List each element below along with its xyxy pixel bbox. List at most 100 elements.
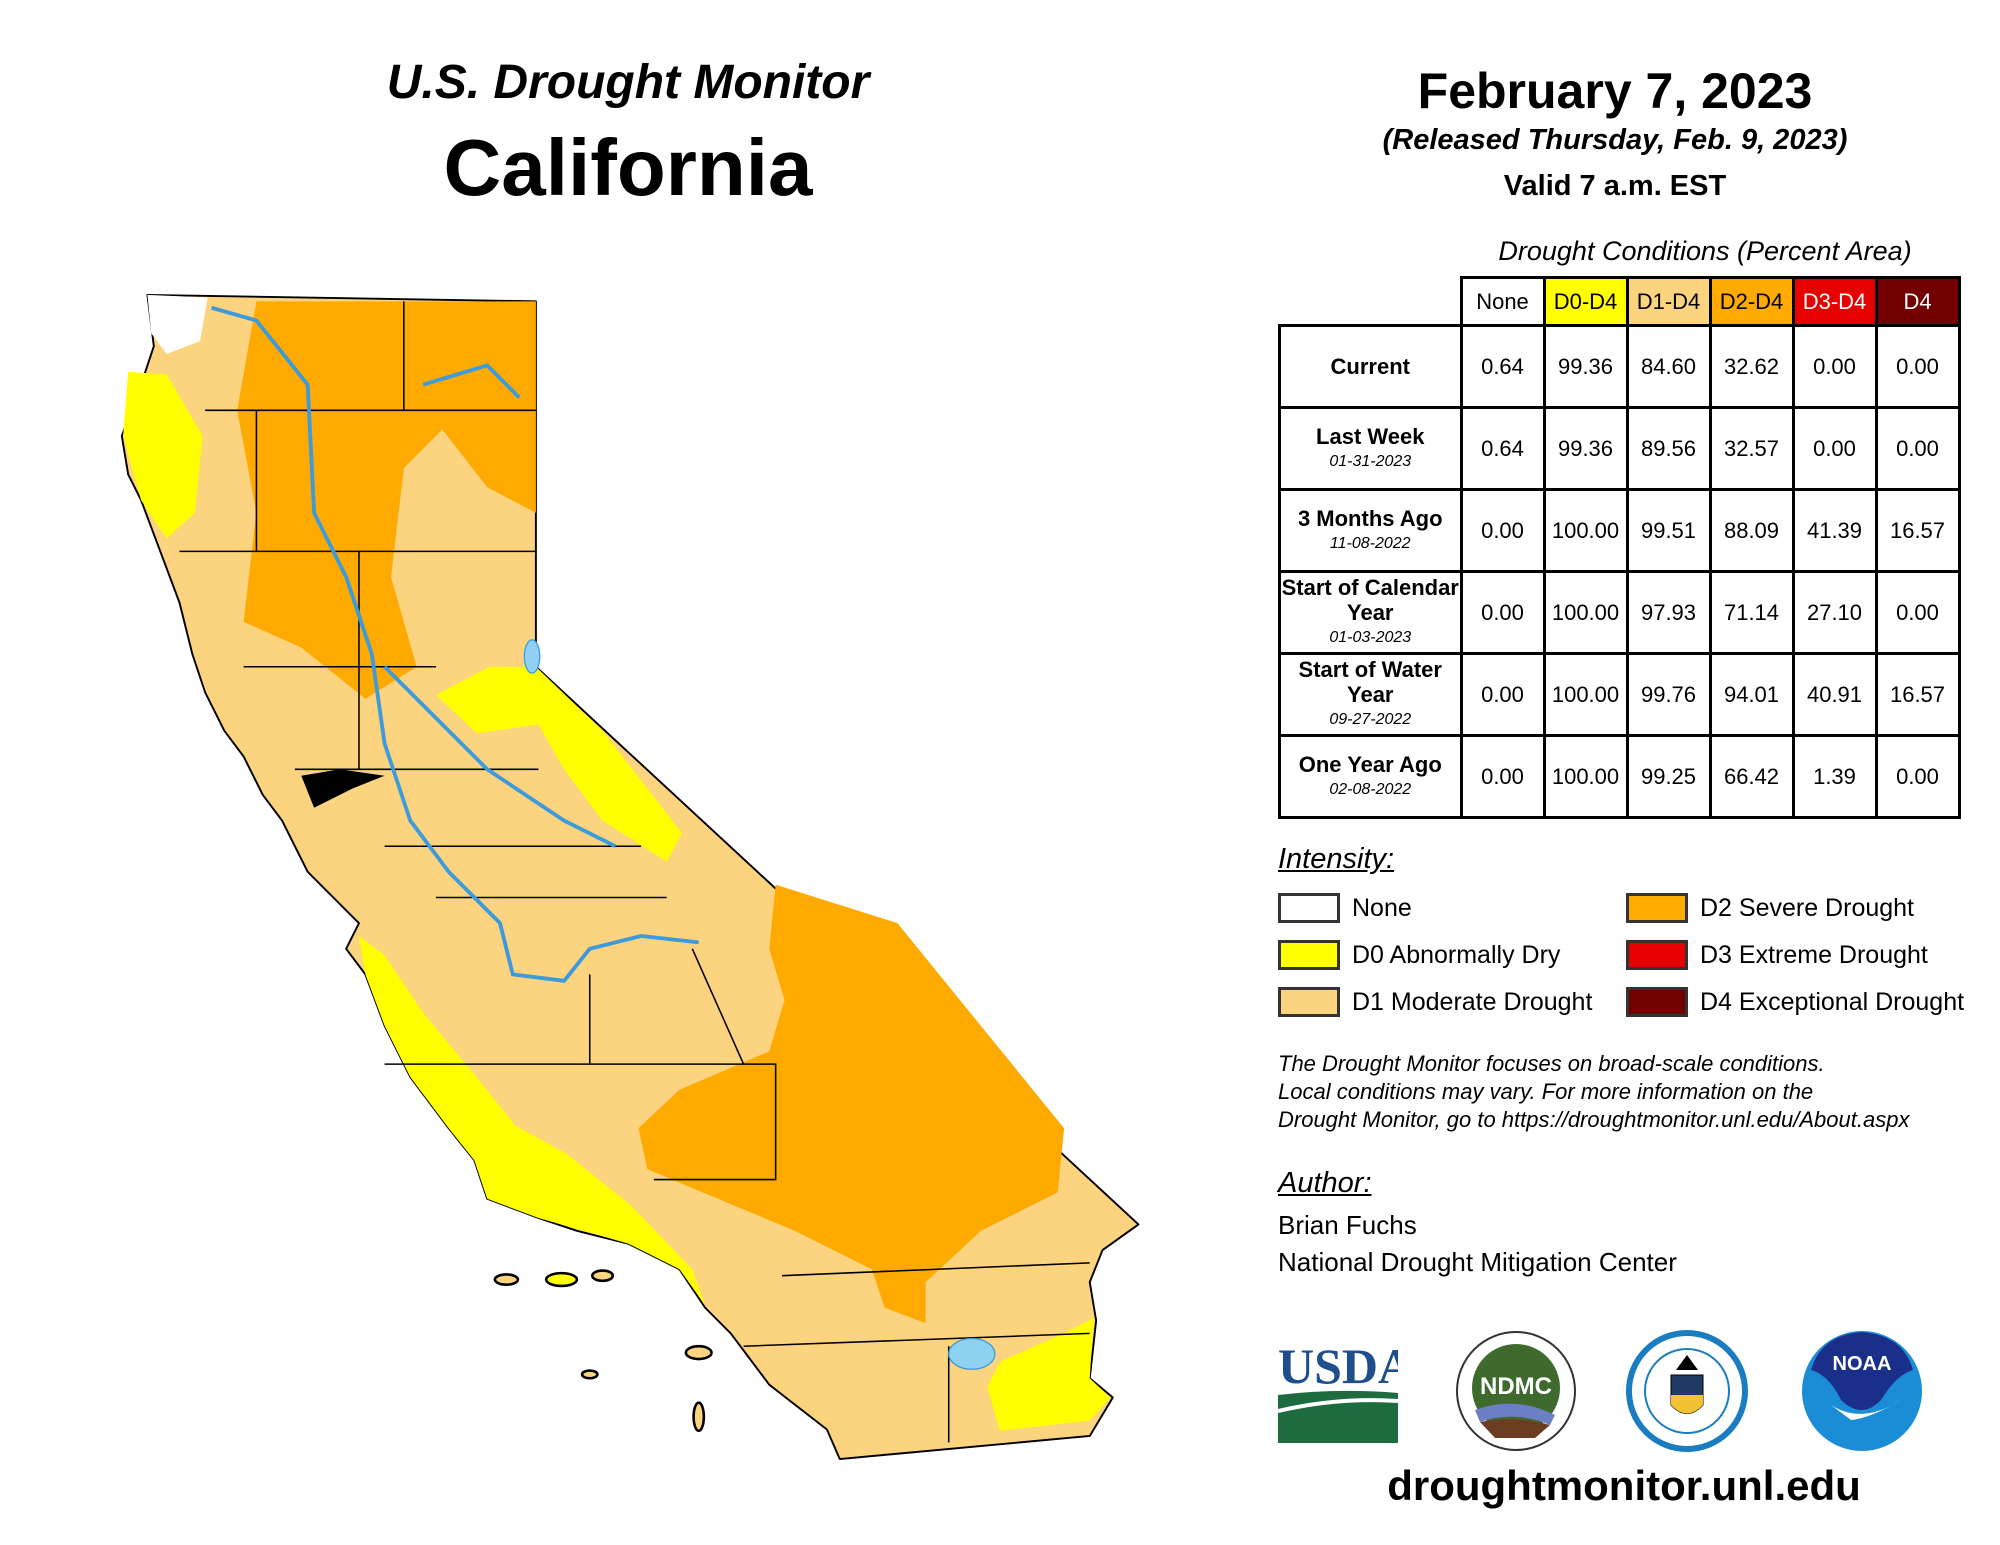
legend-label: None [1352, 893, 1412, 922]
d0-area-north-coast [123, 371, 203, 539]
legend-item: D0 Abnormally Dry [1278, 940, 1560, 970]
drought-conditions-table: None D0-D4 D1-D4 D2-D4 D3-D4 D4 Current 0.64 99… [1278, 276, 1961, 819]
usda-logo: USDA [1278, 1338, 1398, 1443]
table-cell: 0.00 [1874, 734, 1961, 819]
d0-area-central-coast [358, 935, 706, 1306]
legend-swatch [1278, 940, 1340, 970]
table-cell: 16.57 [1874, 488, 1961, 573]
row-label-text: Last Week [1316, 423, 1425, 449]
column-header-none: None [1459, 276, 1546, 327]
row-label: Current [1278, 324, 1463, 409]
column-header-d1-d4: D1-D4 [1625, 276, 1712, 327]
table-row: 3 Months Ago 11-08-2022 0.00 100.00 99.51 88.… [1278, 488, 1961, 573]
legend-label: D0 Abnormally Dry [1352, 940, 1561, 969]
row-label-text: 3 Months Ago [1297, 505, 1443, 531]
table-row: One Year Ago 02-08-2022 0.00 100.00 99.25 66.… [1278, 734, 1961, 819]
table-caption: Drought Conditions (Percent Area) [1498, 236, 1912, 266]
table-cell: 99.36 [1542, 324, 1629, 409]
d2-area-southeast [638, 884, 1065, 1324]
d2-area-north [237, 301, 536, 699]
svg-text:USDA: USDA [1278, 1338, 1398, 1394]
sf-bay [301, 769, 385, 808]
department-of-commerce-seal [1626, 1330, 1748, 1452]
table-cell: 99.51 [1625, 488, 1712, 573]
channel-islands [493, 1269, 713, 1433]
table-cell: 1.39 [1791, 734, 1878, 819]
legend-item: D4 Exceptional Drought [1626, 987, 1964, 1017]
legend-label: D1 Moderate Drought [1352, 987, 1593, 1016]
table-cell: 99.76 [1625, 652, 1712, 737]
row-label-text: One Year Ago [1298, 751, 1442, 777]
table-cell: 41.39 [1791, 488, 1878, 573]
legend-item: D2 Severe Drought [1626, 893, 1914, 923]
row-label: Start of Calendar Year 01-03-2023 [1278, 570, 1463, 655]
map-title: U.S. Drought Monitor [386, 56, 870, 109]
row-label-text: Start of Calendar Year [1281, 575, 1459, 625]
legend-swatch [1278, 893, 1340, 923]
table-cell: 66.42 [1708, 734, 1795, 819]
row-label: Start of Water Year 09-27-2022 [1278, 652, 1463, 737]
table-row: Current 0.64 99.36 84.60 32.62 0.00 0.00 [1278, 324, 1961, 409]
svg-text:NDMC: NDMC [1480, 1373, 1552, 1400]
note-line: The Drought Monitor focuses on broad-sca… [1278, 1051, 1825, 1076]
row-label: One Year Ago 02-08-2022 [1278, 734, 1463, 819]
legend-item: None [1278, 893, 1412, 923]
row-date: 01-31-2023 [1329, 452, 1412, 470]
table-cell: 0.64 [1459, 324, 1546, 409]
author-title: Author: [1278, 1167, 1372, 1199]
legend-swatch [1626, 893, 1688, 923]
table-cell: 0.00 [1791, 324, 1878, 409]
row-label: 3 Months Ago 11-08-2022 [1278, 488, 1463, 573]
table-cell: 0.00 [1459, 488, 1546, 573]
table-cell: 0.00 [1459, 652, 1546, 737]
table-cell: 16.57 [1874, 652, 1961, 737]
table-corner [1279, 277, 1461, 327]
table-cell: 32.57 [1708, 406, 1795, 491]
table-cell: 88.09 [1708, 488, 1795, 573]
table-cell: 0.00 [1874, 406, 1961, 491]
table-cell: 0.00 [1459, 570, 1546, 655]
table-cell: 40.91 [1791, 652, 1878, 737]
legend-swatch [1626, 987, 1688, 1017]
legend-item: D3 Extreme Drought [1626, 940, 1928, 970]
salton-sea [948, 1337, 996, 1370]
column-header-d3-d4: D3-D4 [1791, 276, 1878, 327]
table-cell: 94.01 [1708, 652, 1795, 737]
state-title: California [443, 123, 813, 212]
table-cell: 100.00 [1542, 488, 1629, 573]
website-link[interactable]: droughtmonitor.unl.edu [1387, 1462, 1861, 1509]
valid-time: Valid 7 a.m. EST [1503, 170, 1727, 202]
table-cell: 0.00 [1459, 734, 1546, 819]
column-header-d2-d4: D2-D4 [1708, 276, 1795, 327]
release-date: (Released Thursday, Feb. 9, 2023) [1382, 124, 1848, 156]
table-cell: 100.00 [1542, 652, 1629, 737]
d0-area-southeast [987, 1318, 1111, 1431]
table-cell: 99.25 [1625, 734, 1712, 819]
table-cell: 99.36 [1542, 406, 1629, 491]
legend-swatch [1278, 987, 1340, 1017]
legend-item: D1 Moderate Drought [1278, 987, 1592, 1017]
none-area [147, 294, 208, 354]
table-cell: 84.60 [1625, 324, 1712, 409]
intensity-title: Intensity: [1278, 843, 1395, 875]
legend-label: D4 Exceptional Drought [1700, 987, 1965, 1016]
row-date: 09-27-2022 [1329, 711, 1412, 728]
disclaimer-note: The Drought Monitor focuses on broad-sca… [1278, 1050, 1909, 1134]
legend-label: D2 Severe Drought [1700, 893, 1915, 922]
rivers [211, 305, 699, 983]
table-cell: 100.00 [1542, 570, 1629, 655]
table-cell: 97.93 [1625, 570, 1712, 655]
table-cell: 71.14 [1708, 570, 1795, 655]
column-header-d4: D4 [1874, 276, 1961, 327]
row-label: Last Week 01-31-2023 [1278, 406, 1463, 491]
svg-text:NOAA: NOAA [1833, 1353, 1892, 1375]
d0-area-sierra [435, 666, 683, 862]
table-row: Last Week 01-31-2023 0.64 99.36 89.56 32.57 0.… [1278, 406, 1961, 491]
legend-label: D3 Extreme Drought [1700, 940, 1928, 969]
table-cell: 0.00 [1874, 570, 1961, 655]
table-cell: 89.56 [1625, 406, 1712, 491]
noaa-logo: NOAA [1802, 1331, 1922, 1451]
column-header-d0-d4: D0-D4 [1542, 276, 1629, 327]
row-date: 02-08-2022 [1329, 780, 1412, 798]
table-cell: 100.00 [1542, 734, 1629, 819]
